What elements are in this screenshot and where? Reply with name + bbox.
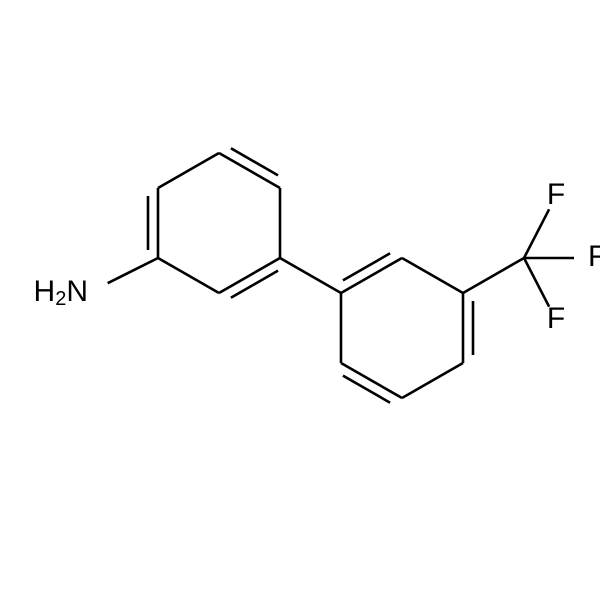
bond-inner [231, 271, 278, 298]
bond [524, 258, 549, 307]
bond [402, 258, 463, 293]
bond [463, 258, 524, 293]
atom-label-F2: F [588, 240, 600, 273]
bond-inner [231, 148, 278, 175]
atom-label-F3: F [547, 302, 565, 335]
bond-inner [343, 253, 390, 280]
atom-label-N: H2N [34, 275, 88, 310]
bond [158, 153, 219, 188]
molecule-diagram: H2NFFF [0, 0, 600, 600]
bond [280, 258, 341, 293]
bond [158, 258, 219, 293]
bond [108, 258, 158, 283]
atom-label-F1: F [547, 178, 565, 211]
bond [402, 363, 463, 398]
bond [524, 209, 549, 258]
bond-inner [343, 376, 390, 403]
